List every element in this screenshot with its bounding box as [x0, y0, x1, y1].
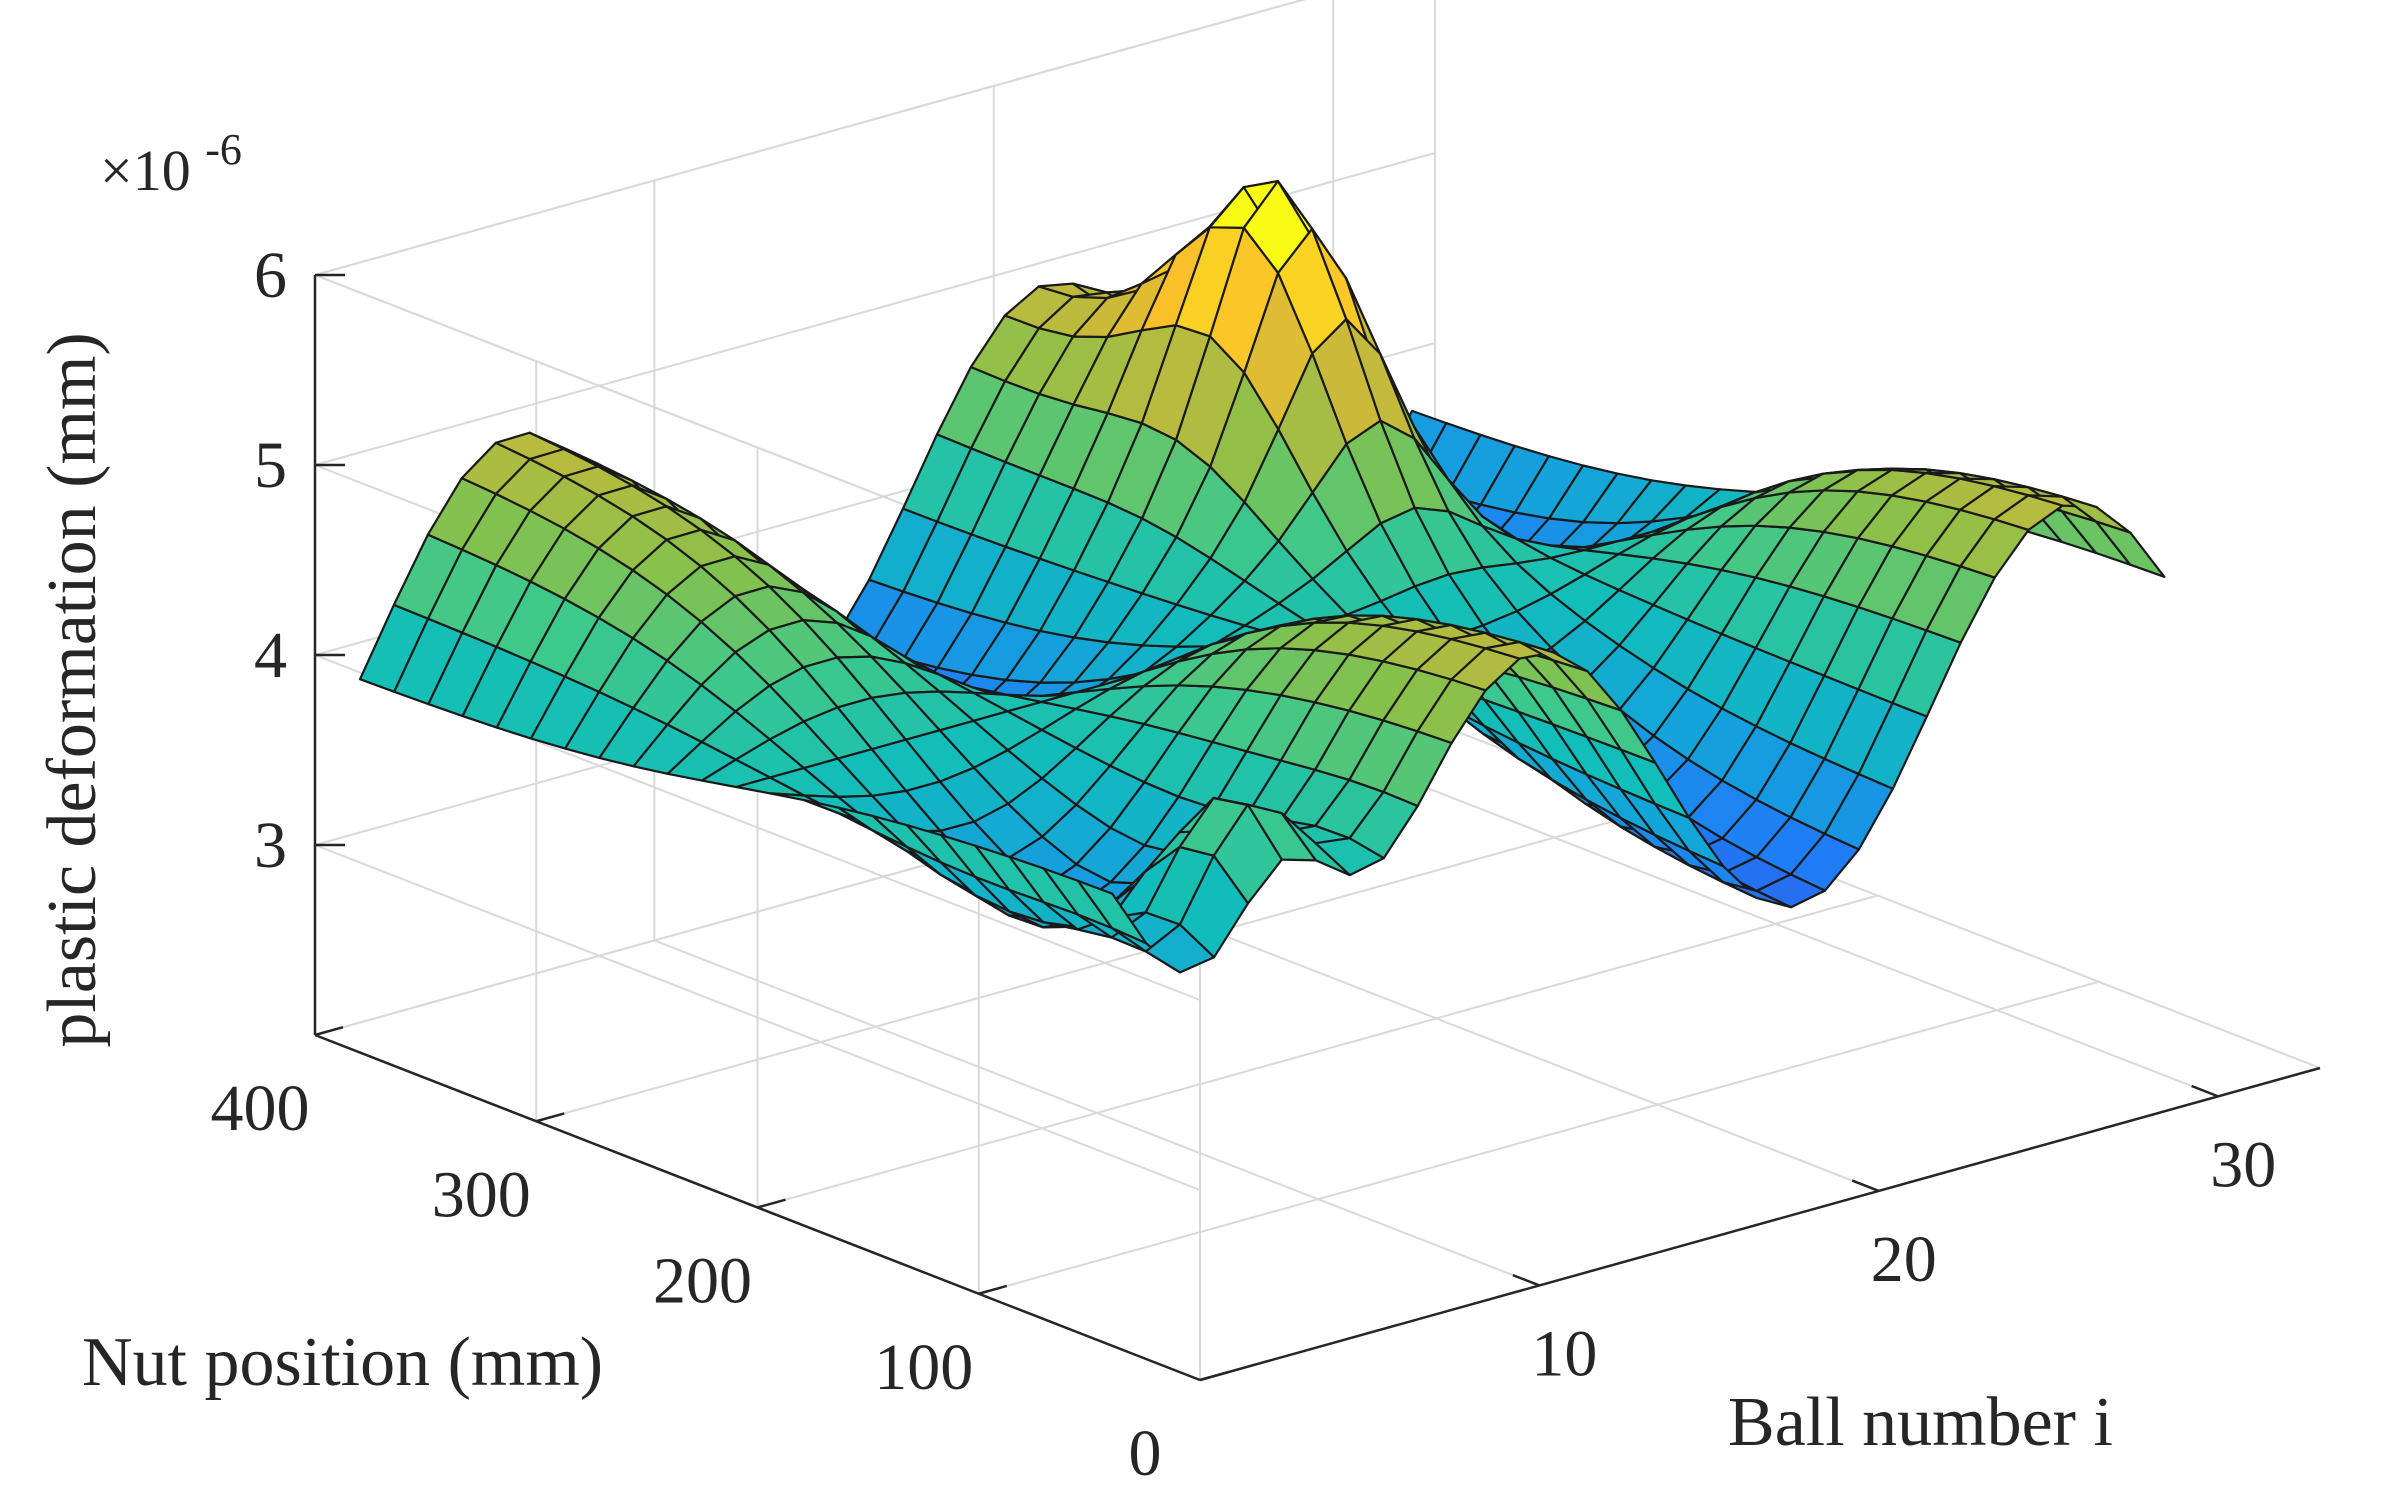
- y-tick-label: 300: [432, 1158, 531, 1231]
- z-tick-label: 5: [254, 429, 287, 502]
- x-axis-label: Ball number i: [1728, 1384, 2113, 1461]
- z-tick-label: 6: [254, 239, 287, 312]
- z-exponent-base: ×10: [100, 138, 191, 203]
- grid-edge: [314, 0, 1306, 276]
- y-tick-mark: [978, 1284, 1008, 1295]
- y-axis-label: Nut position (mm): [82, 1324, 603, 1401]
- x-tick-mark: [1851, 1179, 1880, 1193]
- z-axis-label: plastic deformation (mm): [34, 332, 111, 1047]
- x-tick-mark: [1512, 1273, 1540, 1287]
- x-tick-label: 30: [2210, 1128, 2276, 1201]
- grid-line-y: [757, 894, 1878, 1209]
- y-tick-label: 200: [653, 1245, 752, 1318]
- z-tick-label: 4: [254, 619, 287, 692]
- x-tick-label: 10: [1531, 1318, 1597, 1391]
- y-tick-mark: [535, 1112, 565, 1123]
- grid-line-y: [978, 980, 2100, 1295]
- y-tick-label: 400: [211, 1072, 310, 1145]
- x-axis-line: [1199, 1066, 2321, 1382]
- z-exponent-power: -6: [205, 125, 242, 174]
- x-tick-mark: [2191, 1084, 2219, 1098]
- y-tick-mark: [314, 1025, 344, 1037]
- surface-mesh: [358, 180, 2166, 974]
- y-tick-mark: [1199, 1370, 1229, 1382]
- surface-cell: [2095, 520, 2166, 579]
- axis-layer: [313, 273, 2321, 1382]
- grid-line-y: [535, 808, 1657, 1123]
- label-layer: ×10 -6 plastic deformation (mm) Nut posi…: [34, 125, 2113, 1461]
- y-tick-label: 0: [1129, 1417, 1162, 1490]
- x-tick-label: 20: [1871, 1223, 1937, 1296]
- z-tick-label: 3: [254, 809, 287, 882]
- y-tick-mark: [757, 1198, 786, 1209]
- y-tick-label: 100: [874, 1331, 973, 1404]
- z-exponent-label: ×10 -6: [100, 125, 242, 203]
